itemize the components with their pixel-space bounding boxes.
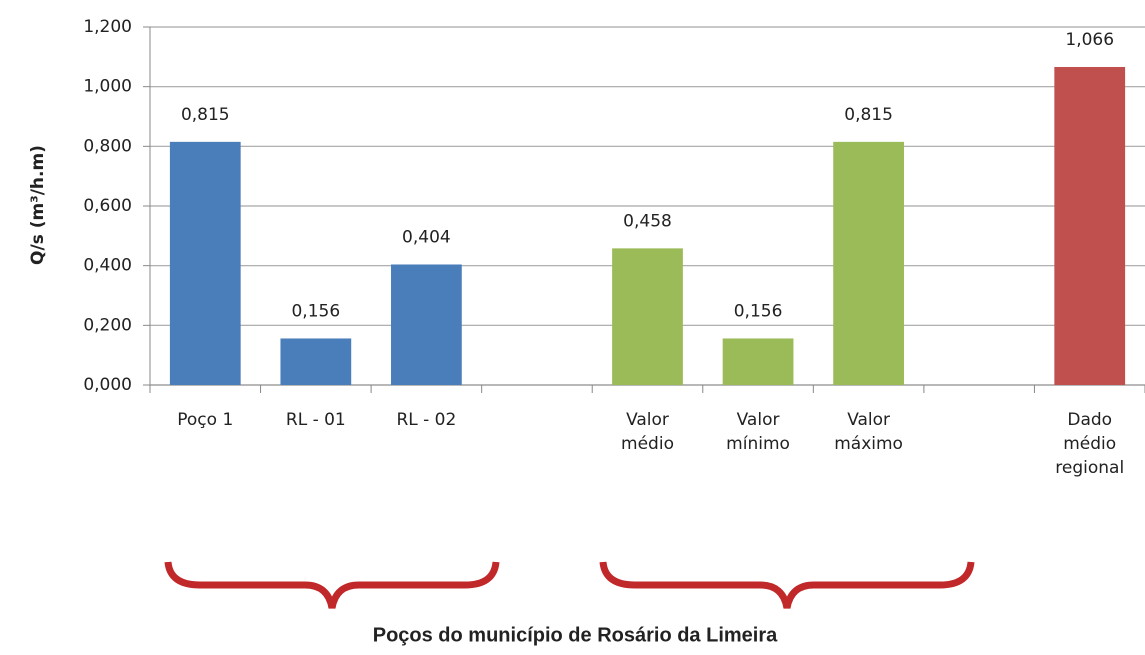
bar — [833, 141, 904, 385]
bar — [722, 338, 794, 385]
y-tick-label: 0,600 — [83, 196, 132, 216]
x-tick-label: Valor médio — [621, 410, 674, 454]
y-tick-label: 0,000 — [83, 375, 132, 395]
y-tick-label: 0,400 — [83, 256, 132, 276]
data-label: 0,156 — [291, 301, 340, 321]
brace — [599, 561, 975, 609]
x-tick-label: Dado médio regional — [1055, 410, 1125, 478]
bar — [280, 338, 352, 385]
y-tick-label: 0,200 — [83, 315, 132, 335]
data-label: 0,404 — [402, 227, 451, 247]
bar — [169, 141, 241, 385]
x-tick-label: Valor máximo — [834, 410, 903, 454]
x-tick-label: RL - 01 — [285, 410, 346, 430]
bar — [391, 264, 462, 385]
data-label: 0,156 — [734, 301, 783, 321]
y-axis-label: Q/s (m³/h.m) — [28, 145, 48, 265]
data-label: 0,815 — [844, 105, 893, 125]
y-tick-label: 1,200 — [83, 17, 132, 37]
annotation: Poços do município de Rosário da Limeira — [373, 624, 778, 646]
data-label: 0,458 — [623, 211, 672, 231]
data-label: 1,066 — [1065, 30, 1114, 50]
y-tick-label: 1,000 — [83, 77, 132, 97]
bar — [1054, 66, 1126, 385]
bar — [612, 248, 683, 385]
x-tick-label: Poço 1 — [177, 410, 234, 430]
data-label: 0,815 — [181, 105, 230, 125]
x-tick-label: RL - 02 — [396, 410, 457, 430]
y-tick-label: 0,800 — [83, 136, 132, 156]
brace — [164, 561, 500, 609]
x-tick-label: Valor mínimo — [726, 410, 790, 454]
